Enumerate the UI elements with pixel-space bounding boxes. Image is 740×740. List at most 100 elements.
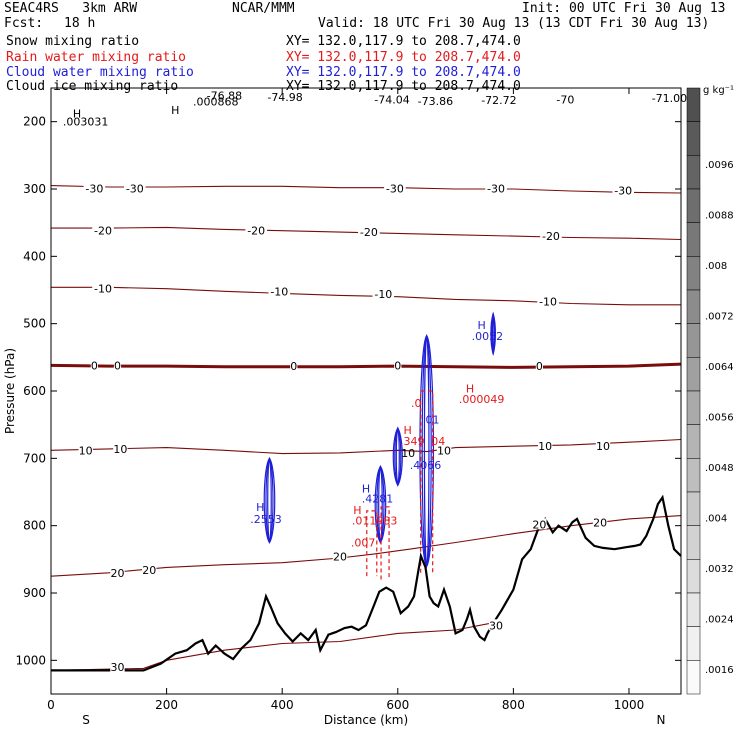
annotation-14: .4066 xyxy=(410,459,442,472)
contour-label-19: -10 xyxy=(539,295,557,308)
temperature-contour-10 xyxy=(50,438,682,455)
north-label: N xyxy=(657,713,666,727)
contour-label-27: 10 xyxy=(437,444,451,457)
contour-label-31: 20 xyxy=(142,564,156,577)
cloud-water-cell-0-2 xyxy=(267,458,272,543)
x-tick-label-400: 400 xyxy=(271,698,294,712)
annotation-10: H xyxy=(403,424,411,437)
colorbar-label-4: .0064 xyxy=(705,362,734,373)
x-tick-label-1000: 1000 xyxy=(614,698,645,712)
contour-label-16: -10 xyxy=(94,283,112,296)
annotation-11: .349 xyxy=(400,435,425,448)
field-xy-cloudice: XY= 132.0,117.9 to 208.7,474.0 xyxy=(286,79,521,94)
colorbar-label-10: .0016 xyxy=(705,665,734,676)
terrain-line xyxy=(51,494,682,672)
contour-label-9: -30 xyxy=(386,182,404,195)
contour-label-bg-23 xyxy=(394,359,402,371)
annotation-2: H xyxy=(73,108,81,121)
contour-label-bg-32 xyxy=(332,550,348,562)
cloud-water-cell-1-0 xyxy=(374,465,387,544)
colorbar-bin-16 xyxy=(686,626,701,661)
contour-label-bg-7 xyxy=(83,182,106,194)
contour-label-33: 20 xyxy=(532,518,546,531)
contour-labels: -74.98-76.88 -74.04 -73.86 -72.72 -70 -71.00-… xyxy=(78,89,692,674)
colorbar: .0096 .0088 .008 .0072 .0064 .0056 .0048 .004 .0… xyxy=(686,85,734,695)
contour-label-20: 0 xyxy=(91,359,98,372)
temperature-contour-20 xyxy=(50,515,682,577)
rain-water-cell-2 xyxy=(420,390,434,573)
rain-water-cell-1 xyxy=(380,506,390,580)
contour-label-bg-22 xyxy=(290,360,298,372)
temperature-contour--10 xyxy=(51,286,681,306)
contour-label-bg-34 xyxy=(592,516,608,528)
cloud-water-cell-2-1 xyxy=(394,426,402,487)
colorbar-label-9: .0024 xyxy=(705,614,734,625)
colorbar-bin-3 xyxy=(686,188,701,223)
annotation-12: 04 xyxy=(431,435,445,448)
rain-water-cell-0 xyxy=(366,510,378,577)
contour-label-bg-29 xyxy=(595,440,611,452)
colorbar-bin-5 xyxy=(686,256,701,291)
temperature-contour--20 xyxy=(51,226,682,241)
cloud-water-cell-3-1 xyxy=(421,334,432,568)
colorbar-label-8: .0032 xyxy=(705,564,734,575)
contour-label-bg-35 xyxy=(110,661,125,673)
contour-label-3: -73.86 xyxy=(418,95,453,108)
temperature-contour-0 xyxy=(50,362,682,369)
colorbar-bin-12 xyxy=(686,491,701,526)
contour-label-bg-18 xyxy=(372,288,395,300)
contour-label-bg-11 xyxy=(612,184,635,196)
annotation-4: H xyxy=(477,319,485,332)
y-tick-label-500: 500 xyxy=(23,317,46,331)
annotation-9: 01 xyxy=(425,413,439,426)
cloud-water-cell-2-0 xyxy=(392,426,403,487)
cloud-water-cell-0-0 xyxy=(263,457,276,544)
contour-label-bg-19 xyxy=(537,295,559,307)
field-xy-snow: XY= 132.0,117.9 to 208.7,474.0 xyxy=(286,34,521,49)
field-label-cloudice: Cloud ice mixing ratio xyxy=(6,79,179,94)
colorbar-label-0: .0096 xyxy=(705,160,734,171)
contour-label-bg-3 xyxy=(413,94,457,106)
contour-label-bg-26 xyxy=(113,442,128,454)
project-title: SEAC4RS 3km ARW xyxy=(4,1,138,16)
contour-label-13: -20 xyxy=(247,225,265,238)
colorbar-label-7: .004 xyxy=(705,513,727,524)
contour-label-bg-4 xyxy=(477,94,521,106)
contour-label-10: -30 xyxy=(487,182,505,195)
colorbar-bin-8 xyxy=(686,357,701,392)
contour-label-6: -71.00 xyxy=(652,92,687,105)
x-tick-label-800: 800 xyxy=(502,698,525,712)
colorbar-bin-4 xyxy=(686,222,701,257)
south-label: S xyxy=(82,713,90,727)
colorbar-label-2: .008 xyxy=(705,261,727,272)
contour-label-18: -10 xyxy=(374,288,392,301)
valid-time: Valid: 18 UTC Fri 30 Aug 13 (13 CDT Fri … xyxy=(318,16,710,31)
contour-label-bg-28 xyxy=(537,440,553,452)
contour-label-bg-24 xyxy=(535,360,543,372)
contour-label-11: -30 xyxy=(614,184,632,197)
contour-label-23: 0 xyxy=(394,359,401,372)
colorbar-bin-9 xyxy=(686,390,701,425)
colorbar-bin-11 xyxy=(686,458,701,493)
cloud-water-cell-1-2 xyxy=(378,466,383,543)
contour-label-15: -20 xyxy=(542,230,560,243)
field-label-cloudwater: Cloud water mixing ratio xyxy=(6,65,194,80)
contour-label-29: 10 xyxy=(596,440,610,453)
contour-label-bg-20 xyxy=(90,359,98,371)
colorbar-bin-1 xyxy=(686,121,701,156)
contour-label-28: 10 xyxy=(538,440,552,453)
forecast-hour: 18 h xyxy=(64,16,96,31)
y-tick-label-600: 600 xyxy=(23,384,46,398)
y-axis-label: Pressure (hPa) xyxy=(3,348,17,434)
plot-frame xyxy=(50,87,682,695)
y-tick-label-800: 800 xyxy=(23,519,46,533)
temperature-contour--30 xyxy=(50,185,682,194)
init-time: Init: 00 UTC Fri 30 Aug 13 xyxy=(522,1,726,16)
terrain-fill xyxy=(51,497,681,694)
field-label-snow: Snow mixing ratio xyxy=(6,34,140,49)
annotation-6: H xyxy=(466,382,474,395)
annotation-21: .2553 xyxy=(250,513,282,526)
contour-label-2: -74.04 xyxy=(374,93,409,106)
